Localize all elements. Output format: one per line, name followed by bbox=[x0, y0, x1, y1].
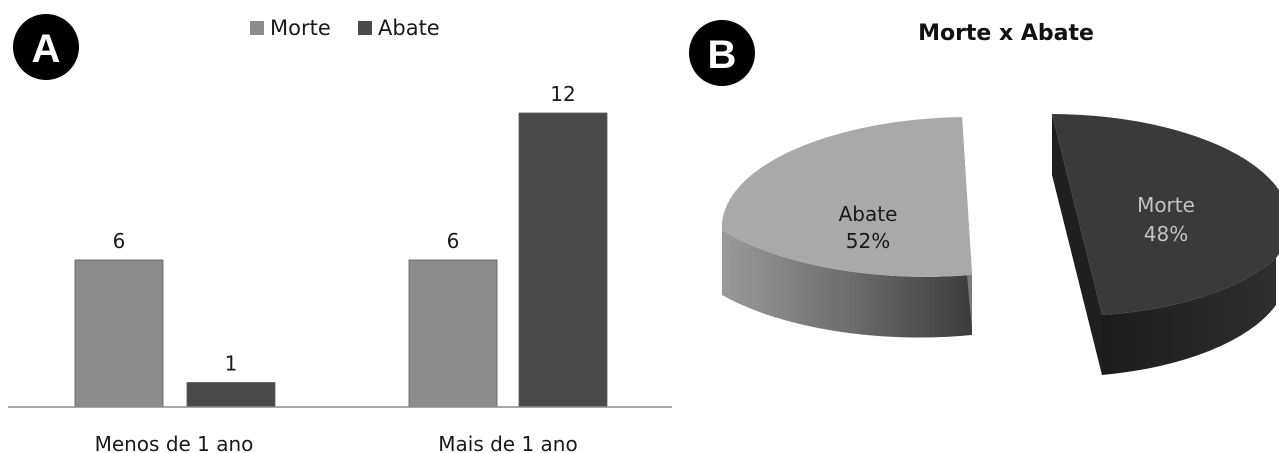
bar-chart: Morte Abate 6 6 1 12 Menos de 1 ano Mais de… bbox=[8, 16, 672, 453]
x-tick-label-menos-de-1-ano: Menos de 1 ano bbox=[95, 432, 254, 453]
panel-a-badge-circle bbox=[13, 14, 79, 80]
panel-b-badge-circle bbox=[689, 20, 755, 86]
bar-marks: 6 6 1 12 bbox=[74, 82, 608, 408]
pie-slice-abate-percent: 52% bbox=[846, 229, 890, 253]
bar-value-label-abate-menos-de-1-ano: 1 bbox=[225, 352, 238, 376]
legend-label-morte: Morte bbox=[270, 16, 331, 40]
bar-value-label-morte-menos-de-1-ano: 6 bbox=[113, 229, 126, 253]
legend-swatch-morte bbox=[250, 21, 264, 35]
panel-a-badge: A bbox=[13, 14, 79, 80]
bar-value-label-abate-mais-de-1-ano: 12 bbox=[550, 82, 575, 106]
bar-legend: Morte Abate bbox=[250, 16, 440, 40]
bar-morte-mais-de-1-ano bbox=[408, 259, 498, 408]
pie-slice-morte-top bbox=[1052, 114, 1279, 315]
pie-slice-morte-percent: 48% bbox=[1144, 222, 1188, 246]
x-tick-label-mais-de-1-ano: Mais de 1 ano bbox=[438, 432, 577, 453]
pie-slice-abate-top bbox=[721, 117, 972, 277]
pie-slice-morte-side bbox=[1102, 258, 1276, 375]
bar-abate-mais-de-1-ano bbox=[518, 112, 608, 408]
bar-abate-menos-de-1-ano bbox=[186, 382, 276, 408]
pie-slice-abate-name: Abate bbox=[839, 202, 898, 226]
legend-label-abate: Abate bbox=[378, 16, 440, 40]
pie-slice-abate-side bbox=[722, 230, 972, 338]
panel-b-badge-letter: B bbox=[708, 33, 737, 77]
bar-morte-menos-de-1-ano bbox=[74, 259, 164, 408]
pie-chart: Morte x Abate Abate 52% Morte 48% bbox=[721, 21, 1279, 375]
pie-slice-morte: Morte 48% bbox=[1052, 114, 1279, 375]
legend-swatch-abate bbox=[358, 21, 372, 35]
panel-a-badge-letter: A bbox=[32, 27, 61, 71]
pie-title: Morte x Abate bbox=[918, 21, 1094, 46]
panel-b-badge: B bbox=[689, 20, 755, 86]
bar-value-label-morte-mais-de-1-ano: 6 bbox=[447, 229, 460, 253]
pie-slice-morte-name: Morte bbox=[1137, 193, 1195, 217]
pie-slice-morte-cut-face bbox=[1052, 114, 1102, 375]
pie-slice-abate: Abate 52% bbox=[721, 117, 972, 338]
